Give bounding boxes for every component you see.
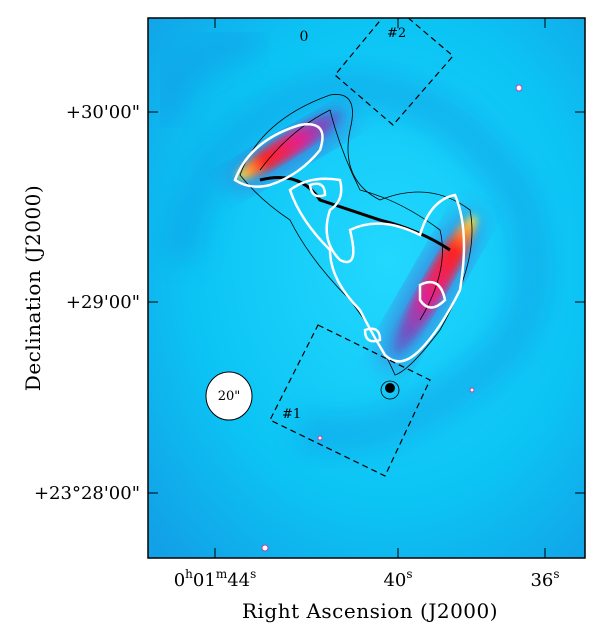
x-tick-part: 36 <box>530 570 553 591</box>
x-tick-part: m <box>216 567 228 581</box>
y-tick-label: +23°28'00" <box>34 483 140 504</box>
y-tick-label: +29'00" <box>66 292 140 313</box>
x-tick-part: 44 <box>227 570 250 591</box>
beam-label: 20" <box>218 389 241 404</box>
x-tick-part: s <box>250 567 256 581</box>
x-tick-part: 01 <box>193 570 216 591</box>
marker-label: 0 <box>300 29 309 45</box>
x-tick-label: 36s <box>530 567 559 591</box>
x-tick-part: h <box>185 567 193 581</box>
region-label: #1 <box>282 407 301 422</box>
x-tick-part: s <box>406 567 412 581</box>
y-axis-title: Declination (J2000) <box>21 185 45 391</box>
region-label: #2 <box>387 26 406 41</box>
y-tick-label: +30'00" <box>66 102 140 123</box>
sky-image: #1 #2 20" 0 <box>148 18 585 558</box>
x-tick-label: 40s <box>383 567 412 591</box>
x-tick-part: 0 <box>174 570 185 591</box>
x-tick-label: 0h01m44s <box>174 567 257 591</box>
x-axis-title: Right Ascension (J2000) <box>242 599 498 623</box>
x-tick-part: s <box>553 567 559 581</box>
x-tick-part: 40 <box>383 570 406 591</box>
frame <box>147 17 586 559</box>
